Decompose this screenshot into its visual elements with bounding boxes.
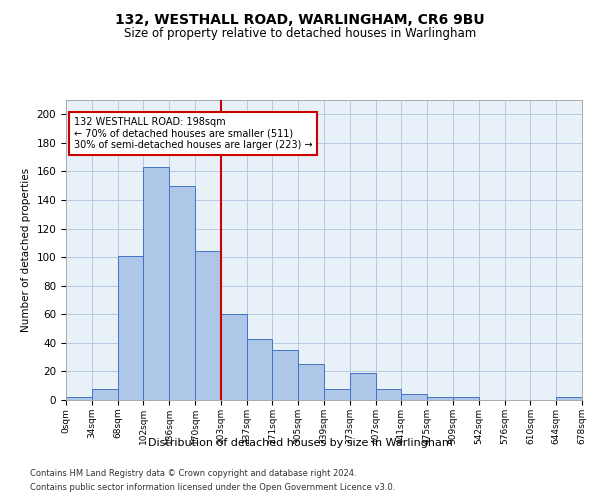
Text: 132, WESTHALL ROAD, WARLINGHAM, CR6 9BU: 132, WESTHALL ROAD, WARLINGHAM, CR6 9BU — [115, 12, 485, 26]
Bar — [169, 186, 195, 400]
Bar — [247, 338, 272, 400]
Text: Distribution of detached houses by size in Warlingham: Distribution of detached houses by size … — [148, 438, 452, 448]
Y-axis label: Number of detached properties: Number of detached properties — [21, 168, 31, 332]
Bar — [376, 388, 401, 400]
Bar — [118, 256, 143, 400]
Text: 132 WESTHALL ROAD: 198sqm
← 70% of detached houses are smaller (511)
30% of semi: 132 WESTHALL ROAD: 198sqm ← 70% of detac… — [74, 117, 313, 150]
Bar — [221, 314, 247, 400]
Bar — [272, 350, 298, 400]
Bar — [298, 364, 324, 400]
Bar — [350, 373, 376, 400]
Bar — [401, 394, 427, 400]
Bar — [453, 397, 479, 400]
Bar — [427, 397, 453, 400]
Bar — [92, 388, 118, 400]
Bar — [66, 397, 92, 400]
Text: Contains public sector information licensed under the Open Government Licence v3: Contains public sector information licen… — [30, 484, 395, 492]
Bar — [324, 388, 350, 400]
Text: Size of property relative to detached houses in Warlingham: Size of property relative to detached ho… — [124, 28, 476, 40]
Bar — [143, 167, 169, 400]
Bar — [195, 252, 221, 400]
Text: Contains HM Land Registry data © Crown copyright and database right 2024.: Contains HM Land Registry data © Crown c… — [30, 468, 356, 477]
Bar — [556, 397, 582, 400]
